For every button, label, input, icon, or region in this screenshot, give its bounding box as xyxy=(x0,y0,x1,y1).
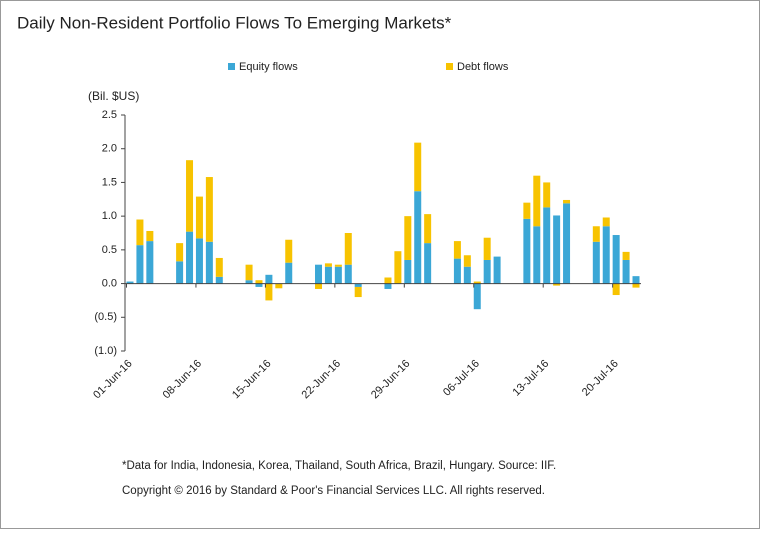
bar xyxy=(195,238,203,284)
bar xyxy=(533,175,541,227)
bar xyxy=(176,261,184,284)
bar xyxy=(315,283,323,289)
bar xyxy=(354,286,362,298)
bar xyxy=(602,226,610,284)
bar xyxy=(265,283,273,301)
bar xyxy=(523,202,531,219)
bar xyxy=(255,280,263,284)
bar xyxy=(186,231,194,284)
y-tick-label: 0.5 xyxy=(102,244,117,256)
bar xyxy=(404,216,412,260)
bar xyxy=(384,283,392,289)
y-tick-label: (1.0) xyxy=(94,345,117,357)
bar xyxy=(334,264,342,267)
footnote: *Data for India, Indonesia, Korea, Thail… xyxy=(122,460,556,472)
bar xyxy=(334,266,342,284)
bar xyxy=(622,259,630,284)
legend-swatch xyxy=(228,63,235,70)
bar xyxy=(523,218,531,284)
bar xyxy=(543,182,551,208)
bar xyxy=(463,266,471,284)
bar xyxy=(205,241,213,284)
bar xyxy=(126,281,134,284)
y-tick-label: 1.5 xyxy=(102,176,117,188)
y-tick-label: (0.5) xyxy=(94,311,117,323)
bar xyxy=(414,142,422,192)
bar xyxy=(632,283,640,288)
bar xyxy=(543,207,551,284)
bar xyxy=(632,276,640,284)
bar xyxy=(215,276,223,284)
legend-swatch xyxy=(446,63,453,70)
bar xyxy=(404,259,412,284)
bar xyxy=(195,196,203,239)
bar xyxy=(344,233,352,265)
bar xyxy=(136,245,144,284)
bar xyxy=(245,264,253,281)
bar xyxy=(592,241,600,284)
bar xyxy=(146,230,154,242)
bar xyxy=(315,264,323,284)
chart-title: Daily Non-Resident Portfolio Flows To Em… xyxy=(17,13,452,32)
bar xyxy=(602,217,610,227)
bar xyxy=(533,226,541,284)
bar xyxy=(483,237,491,260)
bar xyxy=(592,226,600,242)
legend-label: Equity flows xyxy=(239,61,298,73)
bar xyxy=(612,235,620,284)
bar xyxy=(453,258,461,284)
bar xyxy=(553,283,561,286)
bar xyxy=(563,199,571,204)
bar xyxy=(553,215,561,284)
y-tick-label: 1.0 xyxy=(102,210,117,222)
bar xyxy=(275,283,283,289)
bar xyxy=(563,203,571,284)
y-tick-label: 2.5 xyxy=(102,109,117,121)
bar xyxy=(186,160,194,232)
y-tick-label: 0.0 xyxy=(102,277,117,289)
bar xyxy=(354,283,362,287)
bar xyxy=(394,251,402,284)
bar xyxy=(205,177,213,242)
bar xyxy=(255,283,263,287)
y-axis-label: (Bil. $US) xyxy=(88,89,139,103)
legend-label: Debt flows xyxy=(457,61,509,73)
bar xyxy=(473,281,481,284)
bar xyxy=(463,255,471,267)
y-tick-label: 2.0 xyxy=(102,143,117,155)
bar xyxy=(453,241,461,259)
bar xyxy=(285,262,293,284)
bar xyxy=(146,241,154,284)
bar xyxy=(215,257,223,277)
bar xyxy=(136,219,144,246)
bar xyxy=(176,243,184,262)
bar xyxy=(285,239,293,263)
bar xyxy=(245,280,253,284)
bar xyxy=(384,277,392,284)
bar xyxy=(324,263,332,267)
bar xyxy=(344,264,352,284)
bar xyxy=(424,214,432,244)
bar xyxy=(324,266,332,284)
bar xyxy=(483,259,491,284)
bar xyxy=(493,256,501,284)
bar xyxy=(414,191,422,284)
bar xyxy=(424,243,432,284)
bar xyxy=(612,283,620,296)
bar xyxy=(473,283,481,310)
copyright: Copyright © 2016 by Standard & Poor's Fi… xyxy=(122,485,545,497)
bar xyxy=(622,251,630,260)
bar xyxy=(265,274,273,284)
